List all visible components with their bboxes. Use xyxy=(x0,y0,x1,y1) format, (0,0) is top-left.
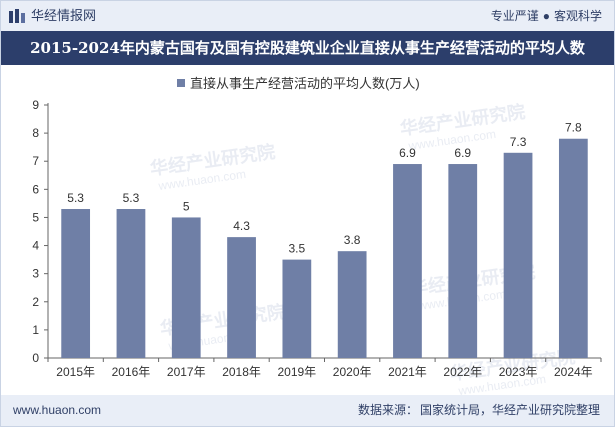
bar xyxy=(116,209,146,358)
footer-url[interactable]: www.huaon.com xyxy=(13,403,102,417)
y-tick-label: 8 xyxy=(32,126,39,140)
y-tick-label: 5 xyxy=(32,210,39,224)
source-label: 数据来源： xyxy=(357,403,418,417)
bar xyxy=(393,164,422,358)
bar xyxy=(282,259,312,358)
x-tick-label: 2021年 xyxy=(388,365,427,379)
bar-value-label: 6.9 xyxy=(454,146,471,160)
legend-swatch xyxy=(177,79,185,87)
y-axis: 0 1 2 3 4 5 6 7 8 9 xyxy=(32,98,49,365)
tagline-left: 专业严谨 xyxy=(490,9,539,23)
x-tick-label: 2020年 xyxy=(333,365,372,379)
tagline-right: 客观科学 xyxy=(553,9,602,23)
bar xyxy=(503,152,533,358)
y-tick-label: 1 xyxy=(32,323,39,337)
x-tick-label: 2024年 xyxy=(554,365,593,379)
x-tick-label: 2023年 xyxy=(499,365,538,379)
bar-value-label: 3.5 xyxy=(289,242,306,256)
bar-value-label: 5.3 xyxy=(123,191,140,205)
bar xyxy=(558,138,588,358)
bar-value-label: 5 xyxy=(183,199,190,213)
bar-value-label: 5.3 xyxy=(67,191,84,205)
bar-value-label: 7.3 xyxy=(510,135,527,149)
bar-chart: 华经产业研究院www.huaon.com华经产业研究院www.huaon.com… xyxy=(32,76,602,395)
y-tick-label: 2 xyxy=(32,295,39,309)
legend-label: 直接从事生产经营活动的平均人数(万人) xyxy=(190,76,420,91)
y-tick-label: 3 xyxy=(32,267,39,281)
data-source: 数据来源： 国家统计局，华经产业研究院整理 xyxy=(358,402,600,418)
bar-value-label: 3.8 xyxy=(344,233,361,247)
bar xyxy=(448,164,478,358)
x-tick-label: 2017年 xyxy=(167,365,206,379)
x-tick-label: 2015年 xyxy=(56,365,95,379)
chart-title: 2015-2024年内蒙古国有及国有控股建筑业企业直接从事生产经营活动的平均人数 xyxy=(30,39,585,57)
bar xyxy=(337,251,367,358)
bar-value-label: 4.3 xyxy=(233,219,250,233)
bullet-icon: ● xyxy=(542,9,550,23)
x-tick-label: 2019年 xyxy=(277,365,316,379)
y-tick-label: 0 xyxy=(32,351,39,365)
bar-labels: 5.3 5.3 5 4.3 3.5 3.8 6.9 6.9 7.3 7.8 xyxy=(67,121,582,256)
footer-bar: www.huaon.com 数据来源： 国家统计局，华经产业研究院整理 xyxy=(1,395,614,426)
x-tick-label: 2016年 xyxy=(112,365,151,379)
y-tick-label: 7 xyxy=(32,154,39,168)
tagline: 专业严谨 ● 客观科学 xyxy=(491,7,602,25)
x-tick-label: 2022年 xyxy=(443,365,482,379)
y-tick-label: 6 xyxy=(32,182,39,196)
legend: 直接从事生产经营活动的平均人数(万人) xyxy=(177,76,420,91)
logo-icon xyxy=(9,9,25,23)
source-text: 国家统计局，华经产业研究院整理 xyxy=(419,403,600,417)
x-axis: 2015年 2016年 2017年 2018年 2019年 2020年 2021年 2022年… xyxy=(47,357,602,379)
bars xyxy=(61,138,588,358)
bar-value-label: 6.9 xyxy=(399,146,416,160)
title-bar: 2015-2024年内蒙古国有及国有控股建筑业企业直接从事生产经营活动的平均人数 xyxy=(1,31,614,65)
bar xyxy=(227,237,256,358)
y-tick-label: 4 xyxy=(32,239,39,253)
x-tick-label: 2018年 xyxy=(222,365,261,379)
y-tick-label: 9 xyxy=(32,98,39,112)
bar xyxy=(61,209,91,358)
top-bar: 华经情报网 专业严谨 ● 客观科学 xyxy=(1,1,614,31)
brand-name: 华经情报网 xyxy=(31,8,97,23)
bar-value-label: 7.8 xyxy=(565,121,582,135)
bar xyxy=(171,217,201,358)
